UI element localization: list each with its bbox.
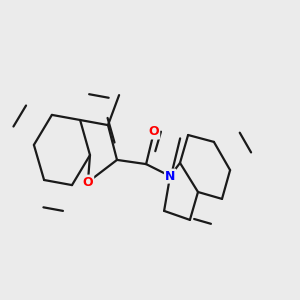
Text: O: O <box>82 176 93 189</box>
Text: N: N <box>165 169 175 183</box>
Text: O: O <box>148 125 159 139</box>
